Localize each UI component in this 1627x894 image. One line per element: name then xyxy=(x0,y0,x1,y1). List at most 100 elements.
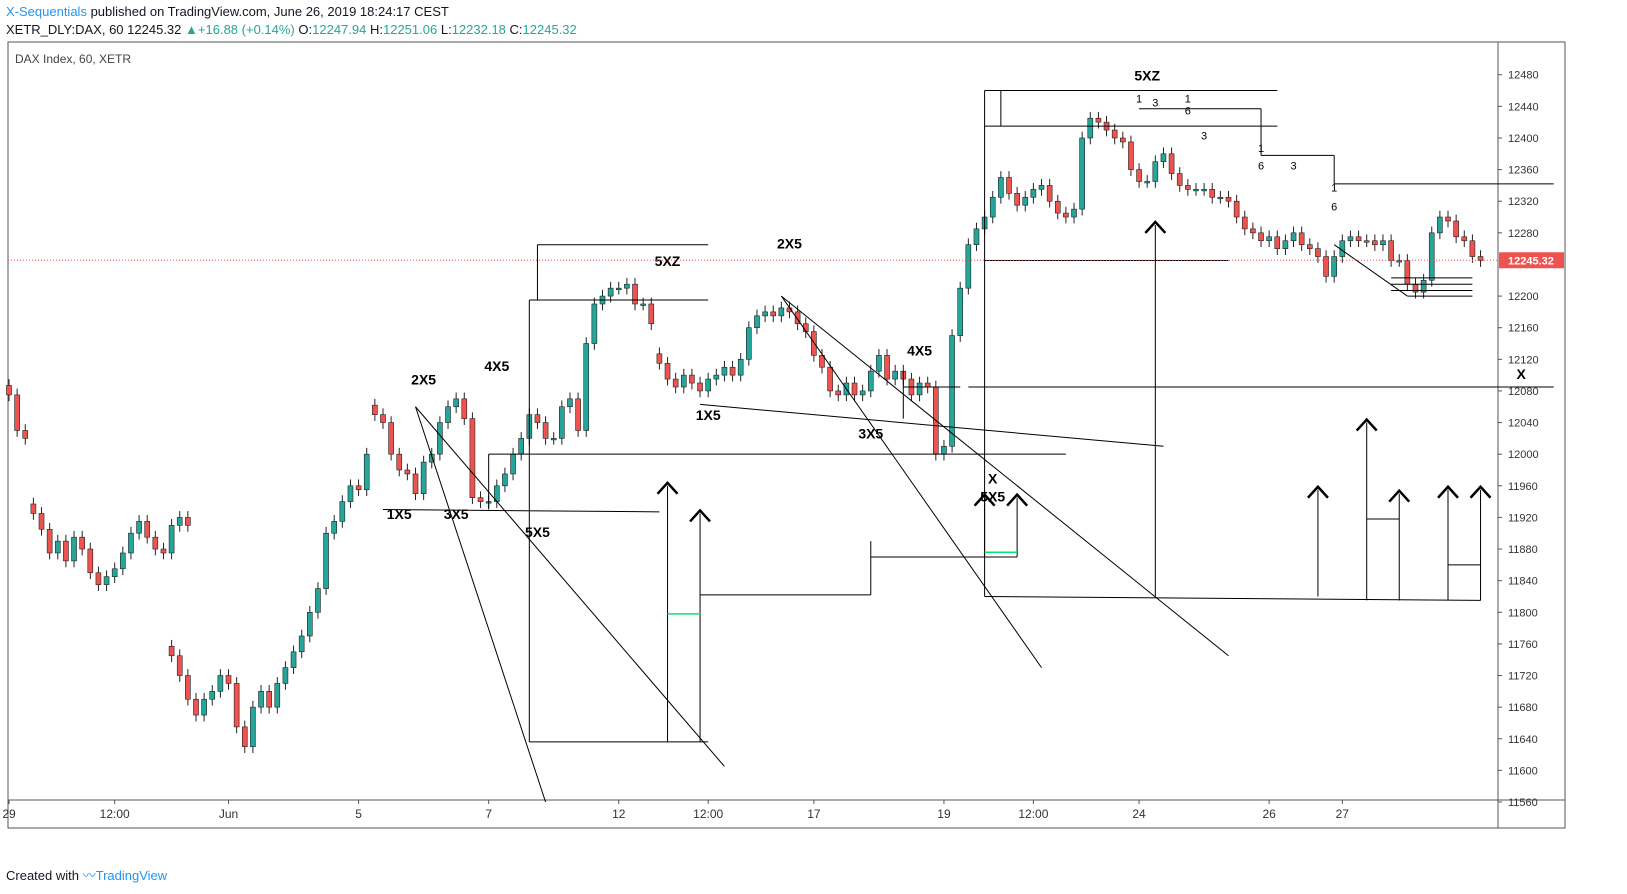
sequential-count-label: 1X5 xyxy=(387,506,412,522)
candle-down xyxy=(1469,240,1476,257)
candle-down xyxy=(1111,129,1118,139)
candle-up xyxy=(71,536,77,562)
candle-down xyxy=(63,540,69,562)
candle-down xyxy=(1136,169,1142,182)
candle-up xyxy=(965,244,972,289)
created-with-text: Created with xyxy=(6,868,79,883)
candle-down xyxy=(672,378,679,388)
candle-up xyxy=(1217,196,1224,200)
y-tick-label: 11880 xyxy=(1508,544,1538,556)
candle-up xyxy=(640,303,646,306)
candle-up xyxy=(1038,185,1045,190)
candle-up xyxy=(1282,240,1289,249)
x-tick-label: 12:00 xyxy=(100,807,130,821)
candle-up xyxy=(1193,189,1199,192)
candle-up xyxy=(307,611,313,637)
candle-down xyxy=(1046,185,1053,202)
candle-up xyxy=(998,177,1004,198)
candle-down xyxy=(1095,117,1102,123)
candle-up xyxy=(1396,260,1403,263)
candle-down xyxy=(1168,153,1175,174)
candle-up xyxy=(428,453,435,463)
candle-down xyxy=(176,655,183,676)
candle-down xyxy=(380,414,386,423)
candle-down xyxy=(819,355,825,368)
candle-up xyxy=(1380,240,1386,245)
y-tick-label: 12320 xyxy=(1508,196,1539,208)
candle-up xyxy=(957,287,964,336)
candle-up xyxy=(136,521,142,534)
candle-up xyxy=(916,382,923,396)
sequential-count-label: 6 xyxy=(1258,161,1264,173)
candle-up xyxy=(550,438,557,441)
candle-down xyxy=(168,645,175,657)
candle-down xyxy=(30,503,37,514)
candle-down xyxy=(884,355,890,380)
x-tick-label: 12 xyxy=(612,807,626,821)
candle-up xyxy=(217,675,224,692)
annotation-line xyxy=(780,295,1042,668)
sequential-count-label: 3 xyxy=(1201,131,1207,143)
last-price-tag-label: 12245.32 xyxy=(1508,255,1554,267)
candle-up xyxy=(973,228,980,245)
candle-down xyxy=(1274,236,1281,249)
symbol-ohlc-line: XETR_DLY:DAX, 60 12245.32 ▲+16.88 (+0.14… xyxy=(6,22,577,37)
candle-down xyxy=(664,362,671,380)
candle-down xyxy=(1128,141,1134,170)
sequential-count-label: 1X5 xyxy=(696,407,721,423)
candle-up xyxy=(437,422,443,455)
up-arrow-marker xyxy=(973,492,996,507)
candle-up xyxy=(298,635,305,653)
candle-down xyxy=(632,283,638,305)
candle-down xyxy=(1225,196,1232,202)
y-tick-label: 11600 xyxy=(1508,765,1538,777)
candle-down xyxy=(924,382,931,388)
y-tick-label: 11720 xyxy=(1508,671,1538,683)
last-price: 12245.32 xyxy=(127,22,182,37)
sequential-count-label: 1 xyxy=(1331,183,1337,195)
sequential-count-label: 3X5 xyxy=(858,425,883,441)
candle-down xyxy=(79,536,85,550)
candle-down xyxy=(1185,185,1191,190)
candle-up xyxy=(518,438,524,455)
price-change: +16.88 (+0.14%) xyxy=(197,22,295,37)
up-arrow-marker xyxy=(1355,417,1378,432)
x-tick-label: 5 xyxy=(355,807,362,821)
publisher-name[interactable]: X-Sequentials xyxy=(6,4,87,19)
candle-up xyxy=(282,667,289,684)
chart-frame xyxy=(7,41,1566,829)
candle-down xyxy=(770,311,777,317)
candle-up xyxy=(989,196,996,218)
candle-down xyxy=(46,528,53,554)
candle-down xyxy=(1404,260,1411,285)
sequential-count-label: 5X5 xyxy=(525,524,550,540)
candle-up xyxy=(120,552,126,570)
y-tick-label: 12200 xyxy=(1508,291,1539,303)
candle-down xyxy=(6,385,12,396)
candle-up xyxy=(1266,236,1272,242)
up-triangle-icon: ▲ xyxy=(185,22,198,37)
up-arrow-marker xyxy=(1388,488,1411,503)
candle-up xyxy=(705,378,711,392)
x-tick-label: 27 xyxy=(1336,807,1350,821)
candle-up xyxy=(1071,208,1077,218)
y-tick-label: 12160 xyxy=(1508,323,1539,335)
y-tick-label: 12280 xyxy=(1508,228,1539,240)
y-tick-label: 11840 xyxy=(1508,576,1538,588)
up-arrow-marker xyxy=(1006,492,1029,507)
candle-up xyxy=(347,485,354,502)
candle-down xyxy=(794,311,801,325)
sequential-count-label: 4X5 xyxy=(907,342,932,358)
y-tick-label: 12120 xyxy=(1508,354,1539,366)
x-tick-label: 19 xyxy=(937,807,951,821)
candle-up xyxy=(1030,189,1037,198)
candle-down xyxy=(38,513,45,530)
annotation-line xyxy=(1333,244,1408,297)
candle-up xyxy=(721,366,728,376)
candle-down xyxy=(1388,240,1394,261)
candle-up xyxy=(274,683,281,708)
tradingview-brand[interactable]: TradingView xyxy=(95,868,168,883)
candle-down xyxy=(87,548,94,574)
candle-down xyxy=(185,675,191,700)
